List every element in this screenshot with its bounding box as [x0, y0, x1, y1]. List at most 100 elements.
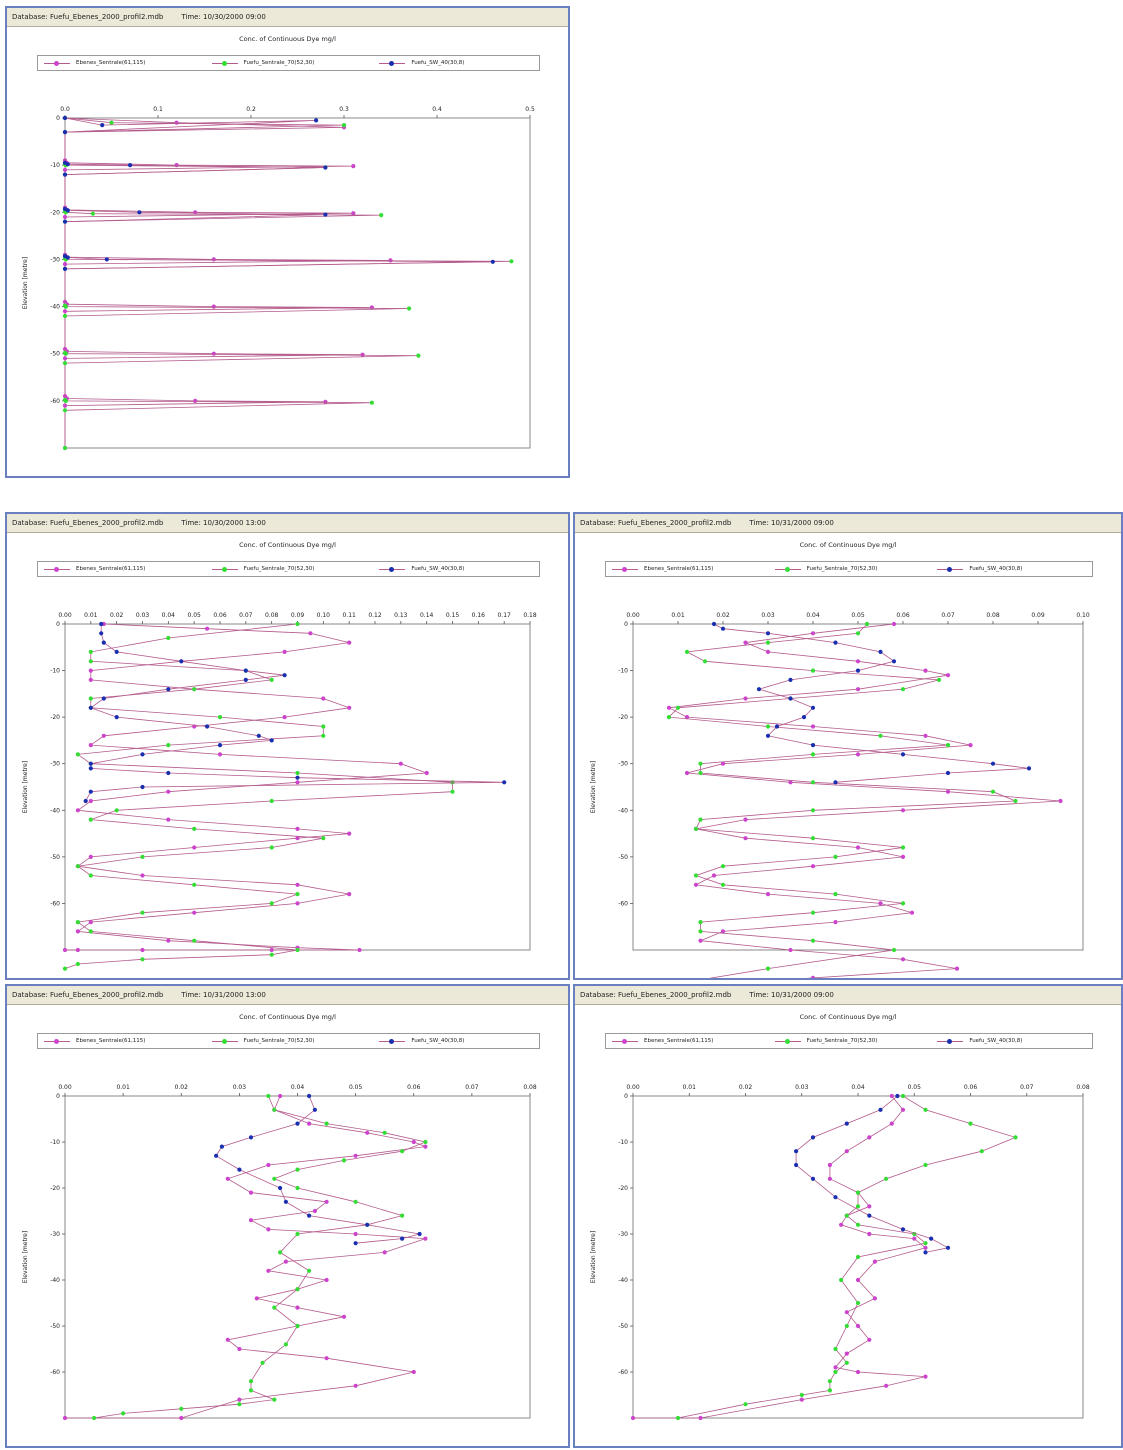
data-point: [217, 743, 223, 748]
data-point: [321, 696, 326, 701]
data-point: [266, 1268, 271, 1273]
data-point: [968, 1121, 973, 1126]
data-point: [912, 1236, 917, 1241]
data-point: [225, 1176, 230, 1181]
data-point: [855, 1323, 861, 1329]
data-point: [341, 1314, 347, 1319]
data-point: [878, 733, 883, 738]
data-point: [307, 1213, 312, 1218]
data-point: [810, 808, 816, 813]
data-point: [702, 659, 708, 664]
data-point: [382, 1130, 387, 1135]
data-point: [63, 398, 68, 403]
x-tick-label: 0.15: [446, 612, 460, 619]
data-point: [341, 1158, 347, 1163]
y-tick-label: -40: [50, 1277, 60, 1284]
data-point: [839, 1277, 844, 1283]
data-point: [324, 1356, 329, 1361]
data-point: [114, 649, 119, 654]
data-point: [369, 400, 374, 405]
data-point: [140, 784, 145, 790]
data-point: [295, 1323, 300, 1329]
x-tick-label: 0.01: [671, 612, 685, 619]
data-point: [295, 947, 300, 953]
y-tick-label: 0: [56, 621, 60, 628]
x-tick-label: 0.09: [291, 612, 305, 619]
data-point: [417, 1231, 422, 1237]
x-tick-label: 0.01: [116, 1084, 130, 1091]
data-point: [968, 743, 973, 748]
data-point: [867, 1231, 872, 1237]
y-tick-label: 0: [56, 115, 60, 122]
data-point: [62, 266, 68, 271]
data-point: [855, 668, 861, 673]
y-tick-label: -20: [50, 209, 60, 216]
data-point: [833, 1365, 838, 1370]
data-point: [65, 255, 70, 260]
legend-marker: [937, 566, 964, 572]
data-point: [833, 1346, 838, 1352]
panel-header: Database: Fuefu_Ebenes_2000_profil2.mdb T…: [7, 8, 568, 27]
chart: 0.0 0.1 0.2 0.3 0.4 0.5 0 -10 -20 -30 -40 -50 -60 Ele…: [22, 106, 535, 451]
data-point: [101, 640, 106, 645]
legend-item: Fuefu_SW_40(30,8): [937, 1036, 1022, 1046]
data-point: [675, 1415, 681, 1421]
series-line: [64, 117, 512, 448]
data-point: [75, 961, 80, 967]
data-point: [900, 1093, 906, 1099]
legend-label: Ebenes_Sentrale(61,115): [76, 1038, 146, 1044]
data-point: [269, 677, 274, 682]
data-point: [923, 1162, 928, 1168]
data-point: [810, 724, 816, 729]
x-tick-label: 0.04: [162, 612, 176, 619]
data-point: [269, 947, 274, 953]
data-point: [765, 631, 771, 636]
data-point: [217, 752, 223, 757]
data-point: [62, 408, 68, 413]
data-point: [65, 162, 70, 167]
data-point: [398, 761, 403, 766]
y-axis-label: Elevation [metre]: [22, 257, 29, 309]
data-point: [266, 1227, 271, 1232]
x-tick-label: 0.08: [986, 612, 1000, 619]
data-point: [83, 798, 88, 804]
data-point: [324, 1277, 329, 1283]
data-point: [855, 659, 861, 664]
data-point: [272, 1397, 277, 1402]
data-point: [140, 873, 145, 878]
data-point: [88, 696, 93, 701]
data-point: [308, 631, 313, 636]
x-tick-label: 0.00: [626, 1084, 640, 1091]
data-point: [101, 696, 106, 701]
legend-marker: [774, 1038, 801, 1044]
x-tick-label: 0.02: [175, 1084, 189, 1091]
x-tick-label: 0.03: [795, 1084, 809, 1091]
data-point: [62, 966, 68, 971]
data-point: [720, 864, 726, 869]
x-tick-label: 0.05: [349, 1084, 363, 1091]
data-point: [774, 724, 780, 729]
data-point: [62, 361, 68, 366]
data-point: [266, 1093, 271, 1099]
legend-marker: [44, 60, 70, 66]
y-tick-label: 0: [56, 1093, 60, 1100]
data-point: [88, 920, 93, 925]
legend-dot: [947, 566, 953, 572]
chart: 0.00 0.01 0.02 0.03 0.04 0.05 0.06 0.07 0.08 0.09…: [22, 612, 537, 971]
data-point: [75, 929, 80, 934]
chart-panel: Database: Fuefu_Ebenes_2000_profil2.mdb T…: [573, 984, 1123, 1448]
legend-item: Ebenes_Sentrale(61,115): [612, 1036, 713, 1046]
chart-legend: Ebenes_Sentrale(61,115) Fuefu_Sentrale_70…: [37, 1033, 540, 1049]
data-point: [192, 938, 197, 943]
data-point: [62, 403, 68, 408]
data-point: [827, 1388, 832, 1393]
x-tick-label: 0.04: [806, 612, 820, 619]
data-point: [295, 892, 300, 897]
data-point: [698, 817, 703, 822]
data-point: [867, 1213, 872, 1218]
data-point: [889, 1093, 894, 1099]
data-point: [765, 724, 771, 729]
data-point: [765, 892, 771, 897]
data-point: [211, 304, 216, 309]
data-point: [810, 836, 816, 841]
